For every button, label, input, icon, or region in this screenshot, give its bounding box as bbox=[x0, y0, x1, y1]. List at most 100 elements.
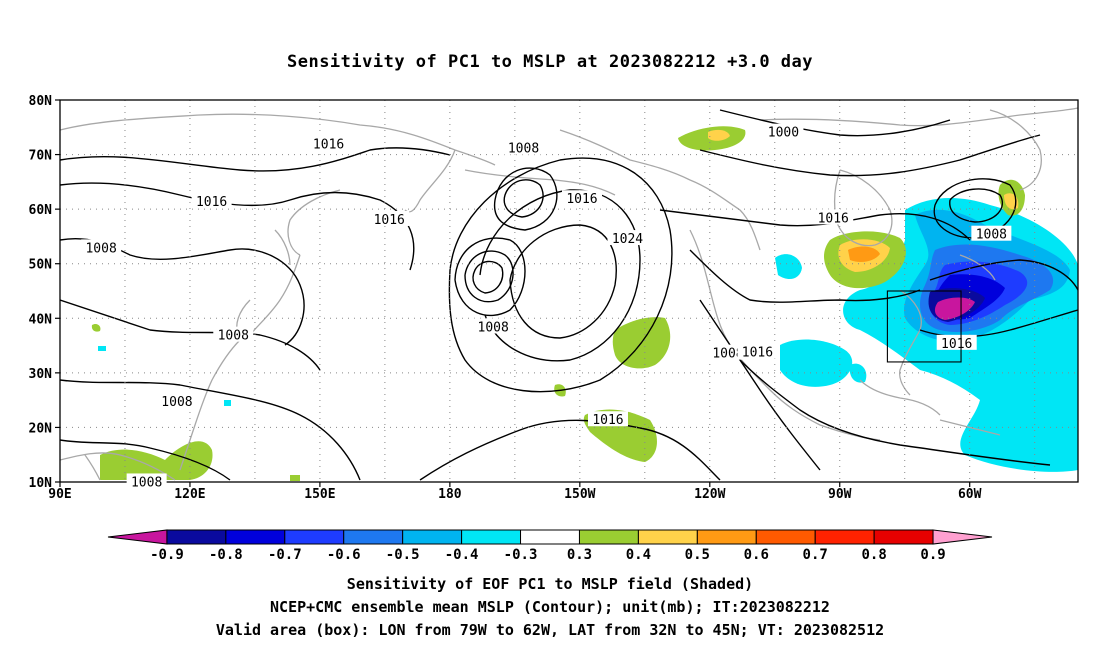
contour-label: 1008 bbox=[161, 395, 192, 410]
contour-low2 bbox=[503, 179, 544, 218]
contour-10 bbox=[699, 299, 821, 471]
coast-gulf bbox=[859, 379, 941, 416]
coast-na-arctic bbox=[759, 107, 1078, 127]
contour-label: 1016 bbox=[941, 337, 972, 352]
colorbar-cell bbox=[461, 529, 522, 545]
lon-tick-label: 150E bbox=[304, 487, 335, 502]
contour-label: 1016 bbox=[313, 138, 344, 153]
shade-cyan-bc bbox=[775, 254, 802, 280]
colorbar-cell bbox=[696, 529, 757, 545]
contour-7 bbox=[419, 419, 721, 481]
colorbar-label: -0.6 bbox=[327, 547, 361, 563]
contour-11 bbox=[739, 359, 1051, 466]
lon-tick-label: 120W bbox=[694, 487, 725, 502]
contour-label-bg bbox=[473, 318, 514, 334]
colorbar-cell bbox=[166, 529, 227, 545]
contour-high3 bbox=[509, 224, 617, 339]
lat-tick-label: 10N bbox=[29, 476, 53, 491]
coast-alaska bbox=[559, 129, 761, 251]
colorbar-label: -0.4 bbox=[445, 547, 479, 563]
contour-label-bg bbox=[561, 190, 602, 206]
coast-hudson bbox=[834, 169, 893, 247]
coast-caribbean bbox=[939, 419, 1001, 436]
shade-pos-small bbox=[290, 475, 300, 481]
contour-label-bg bbox=[763, 123, 804, 139]
lon-tick-label: 120E bbox=[174, 487, 205, 502]
colorbar-cell bbox=[814, 529, 875, 545]
colorbar-min-triangle bbox=[107, 529, 168, 545]
coast-kamchatka bbox=[404, 149, 456, 213]
contour-9 bbox=[689, 249, 921, 303]
lat-tick-label: 80N bbox=[29, 94, 53, 109]
contour-label-bg bbox=[607, 230, 648, 246]
contour-label-bg bbox=[126, 473, 167, 489]
colorbar-label: 0.7 bbox=[803, 547, 828, 563]
contour-6 bbox=[60, 439, 231, 481]
map-frame bbox=[59, 99, 1079, 483]
shade-cyan-small bbox=[98, 346, 106, 351]
contour-low-ring2 bbox=[464, 250, 514, 303]
contour-label-bg bbox=[587, 411, 628, 427]
colorbar-label: -0.8 bbox=[209, 547, 243, 563]
contour-label-bg bbox=[936, 334, 977, 350]
contour-label: 1008 bbox=[218, 329, 249, 344]
colorbar-cell bbox=[284, 529, 345, 545]
contour-label-bg bbox=[156, 393, 197, 409]
contour-label: 1008 bbox=[85, 241, 116, 256]
valid-area-box bbox=[886, 290, 962, 363]
contour-label: 1008 bbox=[976, 228, 1007, 243]
shade-cyan-small2 bbox=[224, 400, 231, 406]
colorbar-cell bbox=[873, 529, 934, 545]
shade-pos-canada-orange bbox=[848, 246, 880, 262]
shade-n09 bbox=[934, 297, 975, 320]
contour-arctic2 bbox=[699, 134, 1041, 177]
contour-arctic bbox=[719, 109, 951, 137]
lat-tick-label: 20N bbox=[29, 421, 53, 436]
lon-tick-label: 60W bbox=[958, 487, 982, 502]
colorbar-label: -0.7 bbox=[268, 547, 302, 563]
colorbar-label: 0.4 bbox=[626, 547, 651, 563]
colorbar-cell bbox=[402, 529, 463, 545]
lat-tick-label: 70N bbox=[29, 149, 53, 164]
contour-lab-low2 bbox=[933, 178, 1017, 239]
contour-label: 1016 bbox=[592, 413, 623, 428]
coast-seasia bbox=[60, 452, 176, 481]
chart-title: Sensitivity of PC1 to MSLP at 2023082212… bbox=[286, 52, 813, 72]
lat-tick-label: 30N bbox=[29, 367, 53, 382]
contour-high2 bbox=[479, 189, 641, 362]
contour-label-bg bbox=[971, 225, 1012, 241]
contour-label-bg bbox=[308, 135, 349, 151]
contour-4 bbox=[60, 299, 321, 371]
coast-aleutians bbox=[464, 169, 616, 196]
contour-label-bg bbox=[81, 239, 122, 255]
contour-label-bg bbox=[813, 209, 854, 225]
caption-valid-area: Valid area (box): LON from 79W to 62W, L… bbox=[215, 621, 885, 639]
lat-tick-label: 40N bbox=[29, 312, 53, 327]
contour-label: 1008 bbox=[131, 475, 162, 490]
colorbar-label: 0.9 bbox=[920, 547, 945, 563]
contour-2 bbox=[60, 182, 415, 271]
contour-5 bbox=[60, 379, 361, 481]
coast-japan bbox=[249, 229, 301, 336]
lon-tick-label: 180 bbox=[438, 487, 462, 502]
contour-label-bg bbox=[191, 192, 232, 208]
contour-12 bbox=[929, 259, 1078, 291]
contour-low-ring1 bbox=[472, 260, 504, 294]
contour-label: 1008 bbox=[712, 347, 743, 362]
contour-label-bg bbox=[737, 343, 778, 359]
contour-label-bg bbox=[213, 326, 254, 342]
colorbar-label: 0.8 bbox=[861, 547, 886, 563]
graticule bbox=[60, 100, 1078, 482]
colorbar-cell bbox=[637, 529, 698, 545]
contour-1 bbox=[60, 147, 451, 172]
contour-label: 1008 bbox=[508, 141, 539, 156]
contour-label: 1016 bbox=[566, 192, 597, 207]
colorbar-cell bbox=[520, 529, 580, 545]
coast-greenland bbox=[989, 109, 1042, 191]
shade-pos-asia bbox=[100, 441, 213, 480]
colorbar-label: 0.5 bbox=[685, 547, 710, 563]
lon-tick-label: 150W bbox=[564, 487, 595, 502]
